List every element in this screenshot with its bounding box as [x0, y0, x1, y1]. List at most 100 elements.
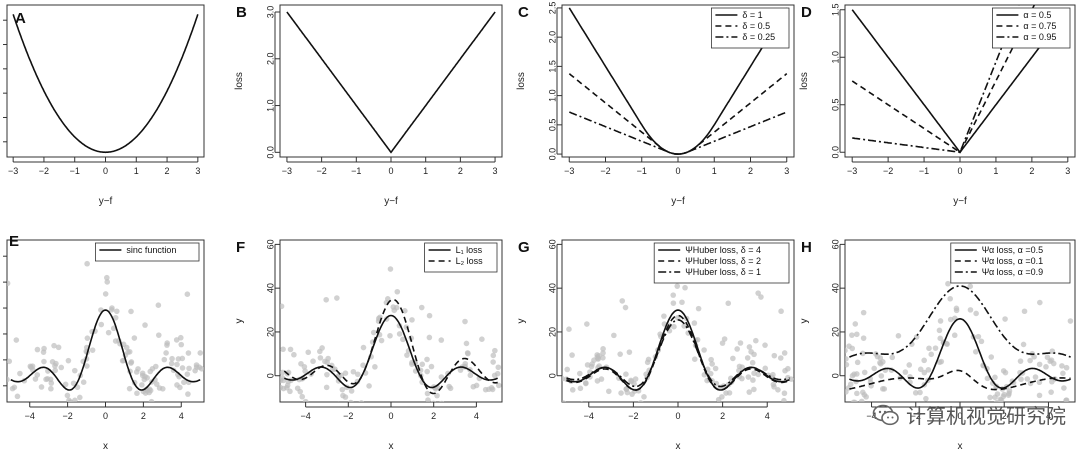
scatter-point [967, 307, 974, 313]
scatter-point [781, 397, 787, 402]
scatter-point [1063, 397, 1070, 402]
scatter-point [947, 295, 953, 302]
plot-area [568, 7, 788, 155]
legend-entry: δ = 1 [742, 10, 762, 20]
x-tick-label: 0 [388, 166, 393, 176]
scatter-point [1061, 385, 1067, 391]
scatter-point [762, 342, 768, 348]
x-tick-label: 0 [103, 166, 108, 176]
scatter-point [360, 344, 367, 351]
scatter-point [174, 382, 180, 388]
panel-B: −3 −2 −1 0 1 2 3 0.0 1.0 2.0 3.0 y−f loss B [234, 4, 503, 207]
scatter-point [992, 394, 998, 401]
scatter-point [48, 385, 54, 392]
scatter-point [108, 306, 115, 313]
x-tick-label: −4 [584, 411, 594, 421]
scatter-point [736, 363, 743, 370]
scatter-point [895, 333, 902, 339]
scatter-point [128, 308, 134, 315]
scatter-point [426, 312, 433, 319]
y-tick-label: 1.0 [265, 99, 275, 112]
scatter-point [988, 354, 995, 360]
scatter-point [462, 318, 468, 325]
scatter-point [771, 384, 777, 390]
scatter-point [104, 274, 110, 281]
scatter-point [52, 363, 58, 369]
scatter-point [196, 364, 203, 371]
y-tick-label: 0.5 [547, 119, 557, 132]
plot-area [562, 265, 794, 402]
scatter-point [1044, 354, 1051, 361]
scatter-point [845, 347, 848, 354]
x-tick-label: −4 [300, 411, 310, 421]
scatter-point [114, 308, 120, 315]
scatter-point [691, 356, 698, 363]
series-line [569, 111, 788, 155]
scatter-point [418, 304, 425, 311]
scatter-point [709, 361, 715, 367]
scatter-point [921, 369, 928, 376]
scatter-point [387, 332, 393, 339]
scatter-point [404, 352, 410, 358]
scatter-point [159, 385, 166, 392]
scatter-point [781, 350, 788, 356]
scatter-point [725, 300, 732, 307]
scatter-point [126, 385, 133, 392]
legend-entry: L₁ loss [456, 245, 483, 255]
scatter-point [324, 371, 330, 378]
scatter-point [600, 346, 606, 352]
scatter-point [719, 394, 725, 400]
scatter-point [845, 356, 849, 362]
scatter-point [701, 347, 707, 353]
scatter-point [921, 357, 927, 364]
x-tick-label: 1 [423, 166, 428, 176]
scatter-point [623, 371, 629, 378]
series-line [851, 5, 1036, 154]
scatter-point [695, 305, 702, 312]
scatter-point [425, 407, 431, 413]
scatter-point [1036, 361, 1043, 368]
x-tick-label: −2 [600, 166, 610, 176]
x-tick-label: 4 [474, 411, 479, 421]
scatter-point [334, 295, 340, 301]
scatter-point [937, 318, 944, 324]
scatter-point [880, 359, 886, 365]
scatter-point [993, 399, 1000, 402]
scatter-point [358, 400, 365, 402]
scatter-point [335, 378, 342, 384]
scatter-point [139, 382, 145, 388]
scatter-point [748, 348, 754, 355]
scatter-point [860, 309, 867, 316]
scatter-point [674, 283, 681, 289]
scatter-point [564, 366, 571, 373]
scatter-point [580, 401, 584, 402]
scatter-point [1009, 378, 1016, 385]
series-line [10, 309, 201, 391]
plot-area [7, 260, 204, 402]
scatter-point [464, 350, 471, 356]
scatter-point [66, 400, 73, 402]
scatter-point [280, 385, 287, 392]
scatter-point [491, 372, 498, 379]
scatter-point [40, 349, 47, 355]
scatter-point [185, 350, 192, 356]
x-tick-label: −2 [911, 411, 921, 421]
scatter-point [163, 350, 169, 356]
scatter-point [134, 390, 140, 397]
x-tick-label: −2 [39, 166, 49, 176]
y-axis-label: loss [516, 72, 527, 90]
scatter-point [746, 344, 753, 350]
scatter-point [973, 310, 979, 317]
scatter-point [58, 364, 65, 371]
scatter-point [785, 374, 791, 381]
scatter-point [861, 392, 868, 398]
legend-entry: ΨHuber loss, δ = 1 [685, 267, 761, 277]
scatter-point [1027, 357, 1033, 364]
scatter-point [785, 365, 791, 372]
scatter-point [470, 383, 477, 390]
scatter-point [169, 355, 175, 362]
x-axis-label: y−f [384, 196, 398, 207]
x-tick-label: 1 [712, 166, 717, 176]
